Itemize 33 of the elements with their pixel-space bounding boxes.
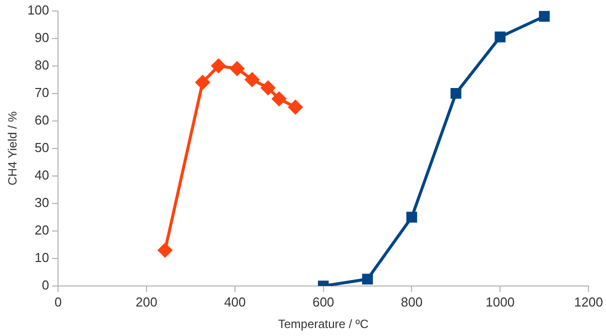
x-tick-label: 800 xyxy=(400,294,423,310)
point xyxy=(450,88,462,99)
y-tick-label: 30 xyxy=(34,195,50,210)
point xyxy=(362,274,373,285)
y-tick-label: 70 xyxy=(34,84,50,100)
x-tick-label: 1000 xyxy=(486,294,515,310)
y-tick-label: 90 xyxy=(34,30,50,45)
point xyxy=(158,243,172,258)
x-tick-label: 200 xyxy=(136,294,158,310)
y-tick-label: 60 xyxy=(34,112,50,128)
y-tick-label: 40 xyxy=(34,168,50,182)
point xyxy=(212,58,226,73)
point xyxy=(245,72,260,87)
x-tick-label: 600 xyxy=(312,294,334,310)
y-tick-label: 50 xyxy=(34,140,50,155)
y-tick-label: 20 xyxy=(34,222,50,238)
point xyxy=(288,100,302,114)
y-tick-label: 10 xyxy=(34,250,50,266)
point xyxy=(538,10,550,22)
x-tick-label: 1200 xyxy=(574,294,603,310)
point xyxy=(261,80,276,95)
point xyxy=(196,75,210,90)
x-tick-label: 400 xyxy=(224,294,246,310)
point xyxy=(272,92,286,106)
point xyxy=(494,32,506,42)
y-tick-label: 80 xyxy=(34,57,50,72)
y-tick-label: 0 xyxy=(42,278,50,293)
y-tick-label: 100 xyxy=(27,2,50,18)
y-axis-title: CH4 Yield / % xyxy=(6,111,20,186)
point xyxy=(406,212,418,223)
x-tick-label: 0 xyxy=(54,294,62,310)
point xyxy=(230,62,244,76)
x-axis-title: Temperature / ºC xyxy=(278,317,369,332)
